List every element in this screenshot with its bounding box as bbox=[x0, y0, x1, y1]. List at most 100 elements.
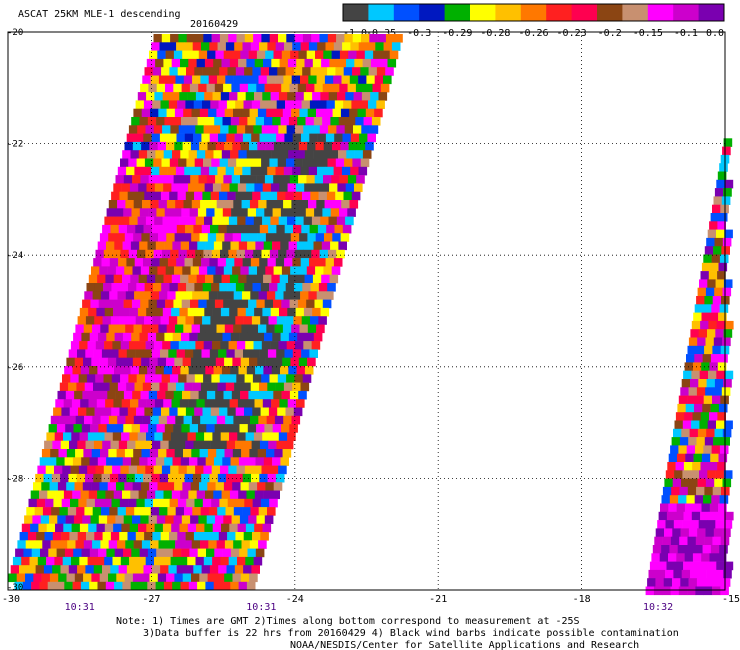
heatmap-cell bbox=[230, 548, 240, 558]
heatmap-cell bbox=[65, 424, 74, 433]
heatmap-cell bbox=[194, 158, 204, 168]
heatmap-cell bbox=[283, 291, 293, 300]
heatmap-cell bbox=[158, 200, 168, 209]
heatmap-cell bbox=[719, 545, 728, 554]
heatmap-cell bbox=[235, 440, 244, 450]
heatmap-cell bbox=[110, 565, 119, 574]
heatmap-cell bbox=[668, 553, 677, 562]
heatmap-cell bbox=[256, 390, 266, 400]
heatmap-cell bbox=[668, 503, 677, 513]
heatmap-cell bbox=[271, 58, 280, 68]
heatmap-cell bbox=[718, 503, 727, 513]
colorbar-swatch bbox=[368, 4, 395, 21]
heatmap-cell bbox=[165, 515, 174, 524]
heatmap-cell bbox=[181, 208, 190, 217]
heatmap-cell bbox=[328, 216, 338, 226]
heatmap-cell bbox=[273, 299, 282, 309]
heatmap-cell bbox=[121, 216, 130, 226]
heatmap-cell bbox=[22, 581, 32, 591]
time-label: 10:32 bbox=[643, 602, 673, 613]
heatmap-cell bbox=[64, 548, 74, 558]
heatmap-cell bbox=[234, 565, 244, 574]
heatmap-cell bbox=[137, 249, 146, 259]
heatmap-cell bbox=[204, 307, 213, 317]
heatmap-cell bbox=[326, 224, 335, 234]
heatmap-cell bbox=[213, 399, 222, 408]
heatmap-cell bbox=[231, 208, 240, 217]
heatmap-cell bbox=[725, 511, 734, 521]
heatmap-cell bbox=[224, 357, 233, 367]
heatmap-cell bbox=[54, 556, 63, 566]
heatmap-cell bbox=[722, 237, 732, 247]
heatmap-cell bbox=[166, 357, 175, 367]
heatmap-cell bbox=[254, 399, 264, 408]
heatmap-cell bbox=[697, 287, 707, 297]
heatmap-cell bbox=[282, 324, 292, 334]
heatmap-cell bbox=[57, 482, 67, 491]
heatmap-cell bbox=[234, 224, 244, 234]
heatmap-cell bbox=[196, 183, 205, 192]
heatmap-cell bbox=[146, 399, 156, 408]
heatmap-cell bbox=[136, 283, 145, 292]
heatmap-cell bbox=[250, 415, 259, 425]
heatmap-cell bbox=[328, 125, 337, 134]
heatmap-cell bbox=[188, 58, 197, 68]
heatmap-cell bbox=[161, 249, 171, 259]
heatmap-cell bbox=[679, 437, 689, 446]
heatmap-cell bbox=[95, 341, 105, 350]
heatmap-cell bbox=[64, 366, 73, 375]
heatmap-cell bbox=[215, 50, 224, 60]
heatmap-cell bbox=[256, 299, 265, 309]
heatmap-cell bbox=[707, 520, 716, 529]
heatmap-cell bbox=[277, 191, 286, 201]
heatmap-cell bbox=[268, 100, 277, 109]
heatmap-cell bbox=[133, 449, 142, 458]
heatmap-cell bbox=[134, 382, 144, 392]
heatmap-cell bbox=[228, 216, 238, 226]
heatmap-cell bbox=[302, 158, 312, 168]
heatmap-cell bbox=[147, 241, 157, 251]
heatmap-cell bbox=[229, 399, 239, 408]
heatmap-cell bbox=[257, 233, 267, 242]
heatmap-cell bbox=[107, 266, 117, 275]
heatmap-cell bbox=[268, 224, 277, 234]
heatmap-cell bbox=[146, 432, 155, 441]
heatmap-cell bbox=[347, 117, 356, 126]
heatmap-cell bbox=[279, 399, 288, 408]
heatmap-cell bbox=[298, 141, 308, 151]
heatmap-cell bbox=[185, 407, 195, 417]
heatmap-cell bbox=[137, 432, 147, 441]
heatmap-cell bbox=[234, 258, 243, 267]
heatmap-cell bbox=[242, 42, 252, 51]
heatmap-cell bbox=[266, 291, 276, 300]
heatmap-cell bbox=[383, 42, 393, 51]
heatmap-cell bbox=[106, 332, 115, 342]
heatmap-cell bbox=[704, 437, 714, 446]
heatmap-cell bbox=[709, 221, 718, 230]
heatmap-cell bbox=[236, 125, 246, 134]
heatmap-cell bbox=[249, 324, 259, 334]
heatmap-cell bbox=[716, 179, 725, 189]
heatmap-cell bbox=[312, 58, 322, 68]
heatmap-cell bbox=[698, 329, 708, 338]
heatmap-cell bbox=[686, 445, 696, 454]
heatmap-cell bbox=[272, 457, 281, 466]
heatmap-cell bbox=[165, 299, 174, 309]
heatmap-cell bbox=[116, 324, 126, 334]
heatmap-cell bbox=[680, 387, 689, 396]
heatmap-cell bbox=[717, 362, 727, 371]
heatmap-cell bbox=[141, 141, 150, 151]
heatmap-cell bbox=[98, 424, 107, 433]
heatmap-cell bbox=[172, 332, 182, 342]
heatmap-cell bbox=[131, 117, 140, 126]
heatmap-cell bbox=[167, 415, 176, 425]
heatmap-cell bbox=[220, 341, 229, 350]
heatmap-cell bbox=[119, 498, 129, 508]
heatmap-cell bbox=[190, 266, 200, 275]
heatmap-cell bbox=[347, 208, 356, 217]
heatmap-cell bbox=[666, 561, 676, 571]
heatmap-cell bbox=[674, 420, 684, 430]
heatmap-cell bbox=[188, 399, 197, 408]
heatmap-cell bbox=[286, 341, 296, 350]
heatmap-cell bbox=[219, 407, 228, 417]
